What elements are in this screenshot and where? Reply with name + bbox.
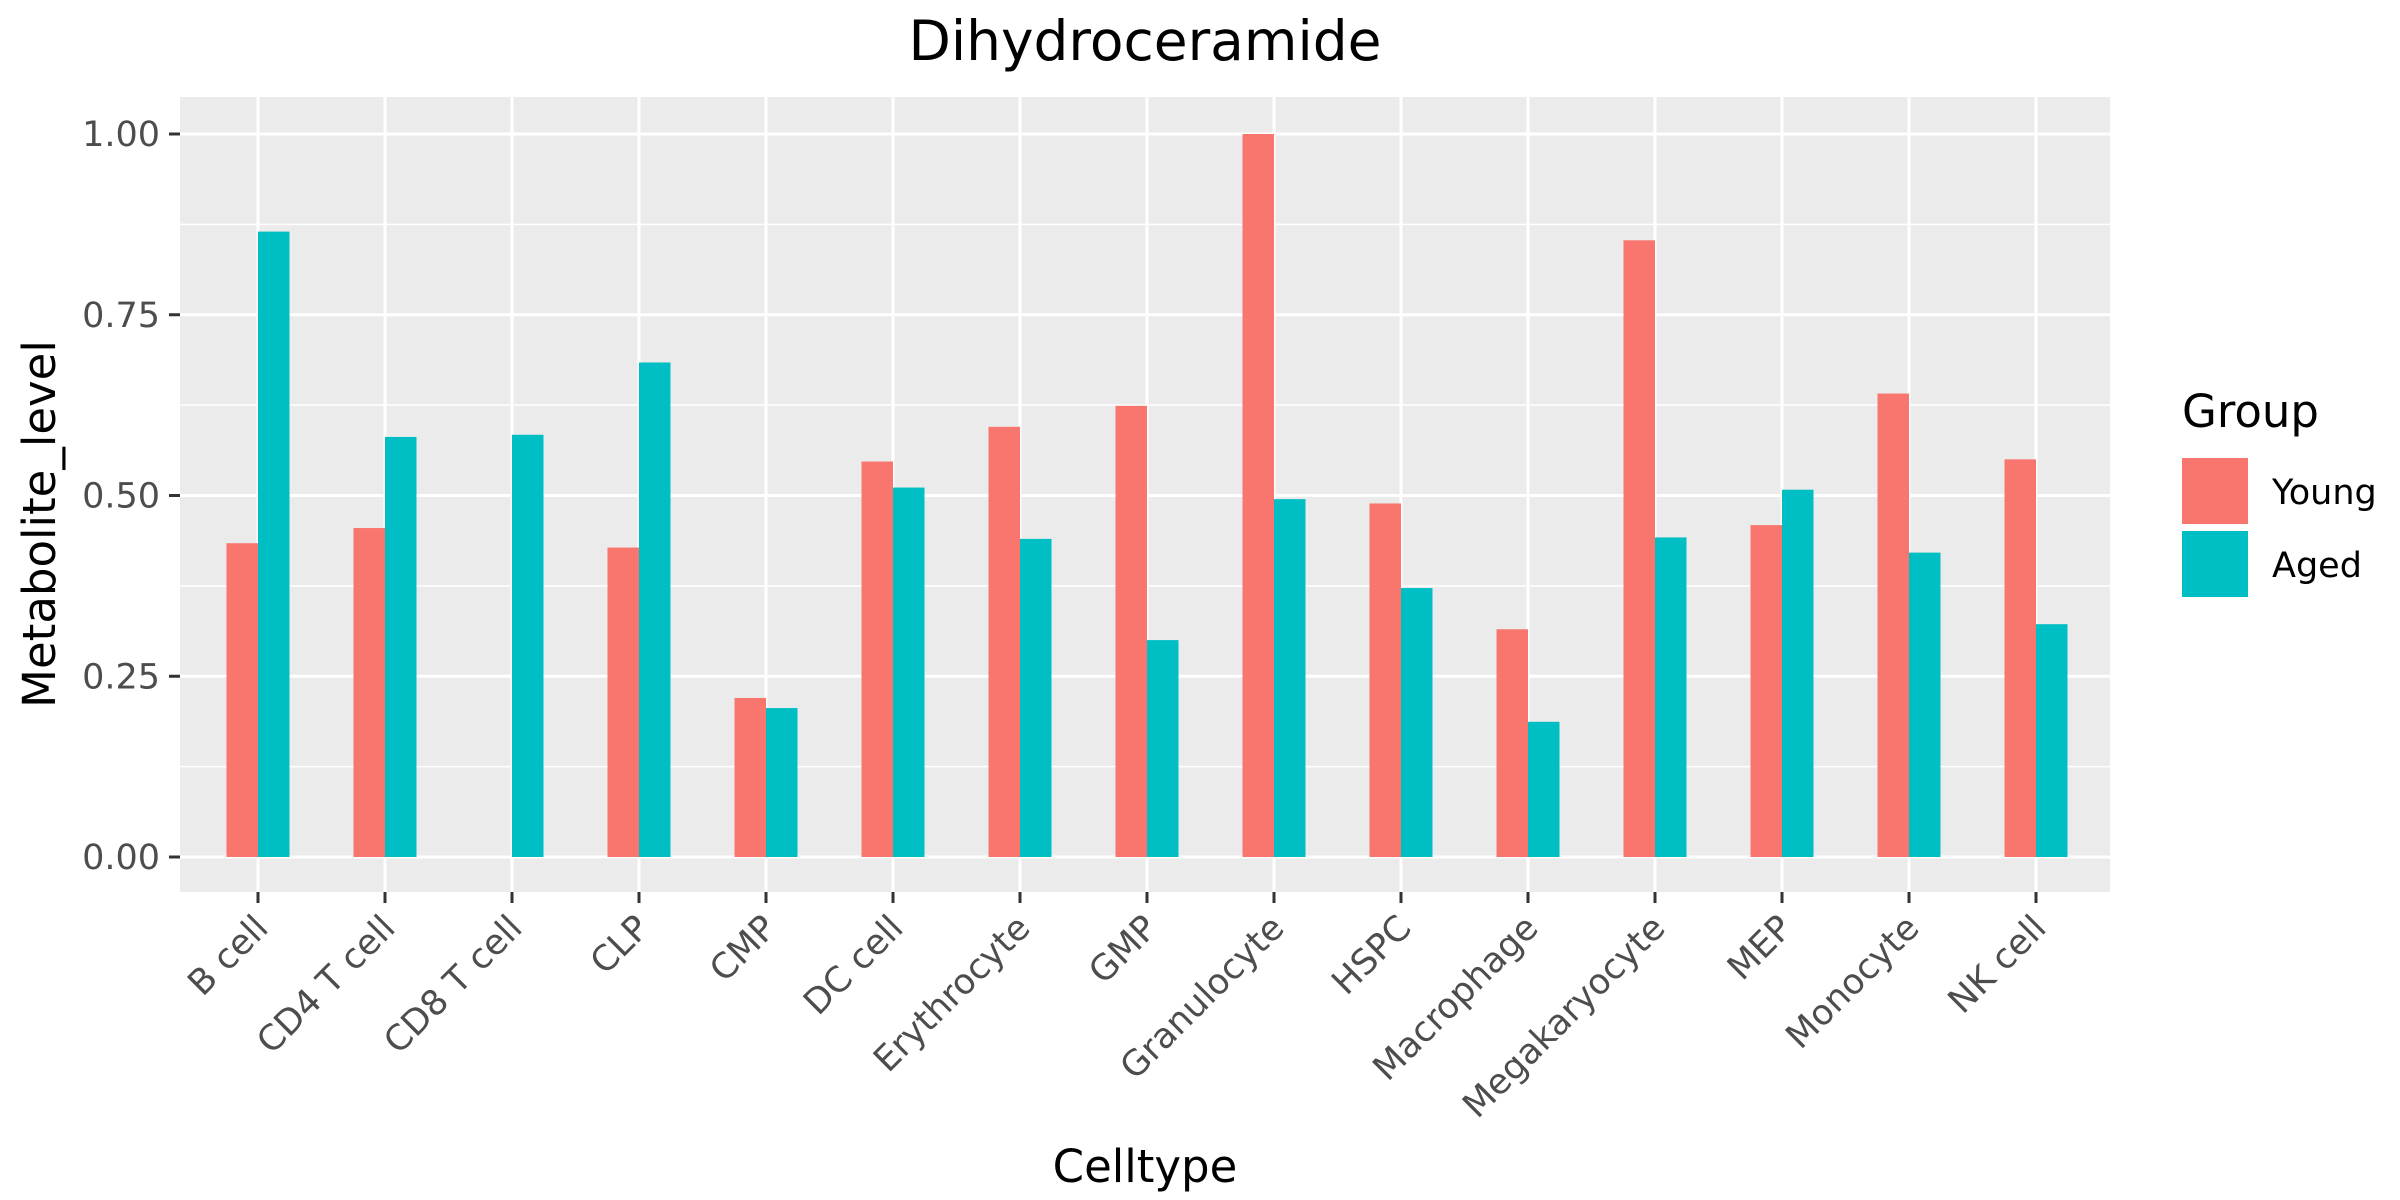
bar-aged-dc-cell — [893, 487, 925, 857]
legend-title: Group — [2182, 385, 2319, 438]
bar-young-mep — [1750, 525, 1782, 857]
x-tick-label: CD8 T cell — [377, 908, 531, 1062]
legend-swatch-young — [2182, 458, 2248, 524]
bar-young-cd4-t-cell — [353, 528, 385, 857]
y-tick-label: 0.75 — [82, 296, 160, 336]
legend: Group Young Aged — [2182, 385, 2377, 597]
bar-young-nk-cell — [2004, 459, 2036, 857]
bar-young-clp — [607, 547, 639, 857]
y-tick-label: 0.00 — [82, 838, 160, 878]
bar-young-gmp — [1115, 405, 1147, 857]
bar-aged-granulocyte — [1274, 499, 1306, 857]
bar-aged-hspc — [1401, 588, 1433, 857]
bar-aged-megakaryocyte — [1655, 537, 1687, 857]
chart-title: Dihydroceramide — [908, 9, 1381, 73]
y-tick-label: 1.00 — [82, 115, 160, 155]
y-axis-title: Metabolite_level — [13, 340, 66, 708]
legend-label-young: Young — [2271, 473, 2377, 513]
legend-items: Young Aged — [2182, 458, 2377, 597]
bar-young-granulocyte — [1242, 134, 1274, 857]
x-tick-label: CMP — [703, 908, 785, 990]
bar-aged-clp — [639, 362, 671, 857]
bar-young-macrophage — [1496, 629, 1528, 857]
bar-young-hspc — [1369, 503, 1401, 857]
bar-aged-cd4-t-cell — [385, 436, 417, 857]
bar-young-megakaryocyte — [1623, 240, 1655, 857]
y-axis: 0.00 0.25 0.50 0.75 1.00 — [82, 115, 180, 878]
x-tick-label: CLP — [583, 908, 657, 982]
x-tick-label: Monocyte — [1779, 908, 1928, 1057]
legend-label-aged: Aged — [2272, 546, 2362, 586]
bar-young-monocyte — [1877, 393, 1909, 857]
bar-aged-macrophage — [1528, 721, 1560, 857]
x-tick-label: GMP — [1082, 908, 1166, 992]
bar-young-dc-cell — [861, 461, 893, 857]
x-tick-label: CD4 T cell — [250, 908, 404, 1062]
bar-aged-b-cell — [258, 231, 290, 858]
bar-young-cmp — [734, 697, 766, 857]
bar-young-erythrocyte — [988, 426, 1020, 857]
x-tick-label: DC cell — [796, 908, 911, 1023]
y-tick-label: 0.25 — [82, 657, 160, 697]
bar-aged-nk-cell — [2036, 624, 2068, 857]
bar-aged-cmp — [766, 708, 798, 857]
bar-aged-erythrocyte — [1020, 538, 1052, 857]
bar-aged-monocyte — [1909, 552, 1941, 857]
bar-aged-mep — [1782, 489, 1814, 857]
legend-swatch-aged — [2182, 531, 2248, 597]
bar-young-b-cell — [226, 543, 258, 857]
bar-aged-cd8-t-cell — [512, 434, 544, 857]
x-tick-label: NK cell — [1941, 908, 2054, 1021]
bar-aged-gmp — [1147, 640, 1179, 857]
x-tick-label: B cell — [181, 908, 277, 1004]
x-tick-label: HSPC — [1325, 908, 1420, 1003]
bars — [226, 134, 2068, 858]
y-tick-label: 0.50 — [82, 477, 160, 517]
x-axis-title: Celltype — [1053, 1140, 1238, 1193]
x-tick-label: MEP — [1720, 908, 1800, 988]
